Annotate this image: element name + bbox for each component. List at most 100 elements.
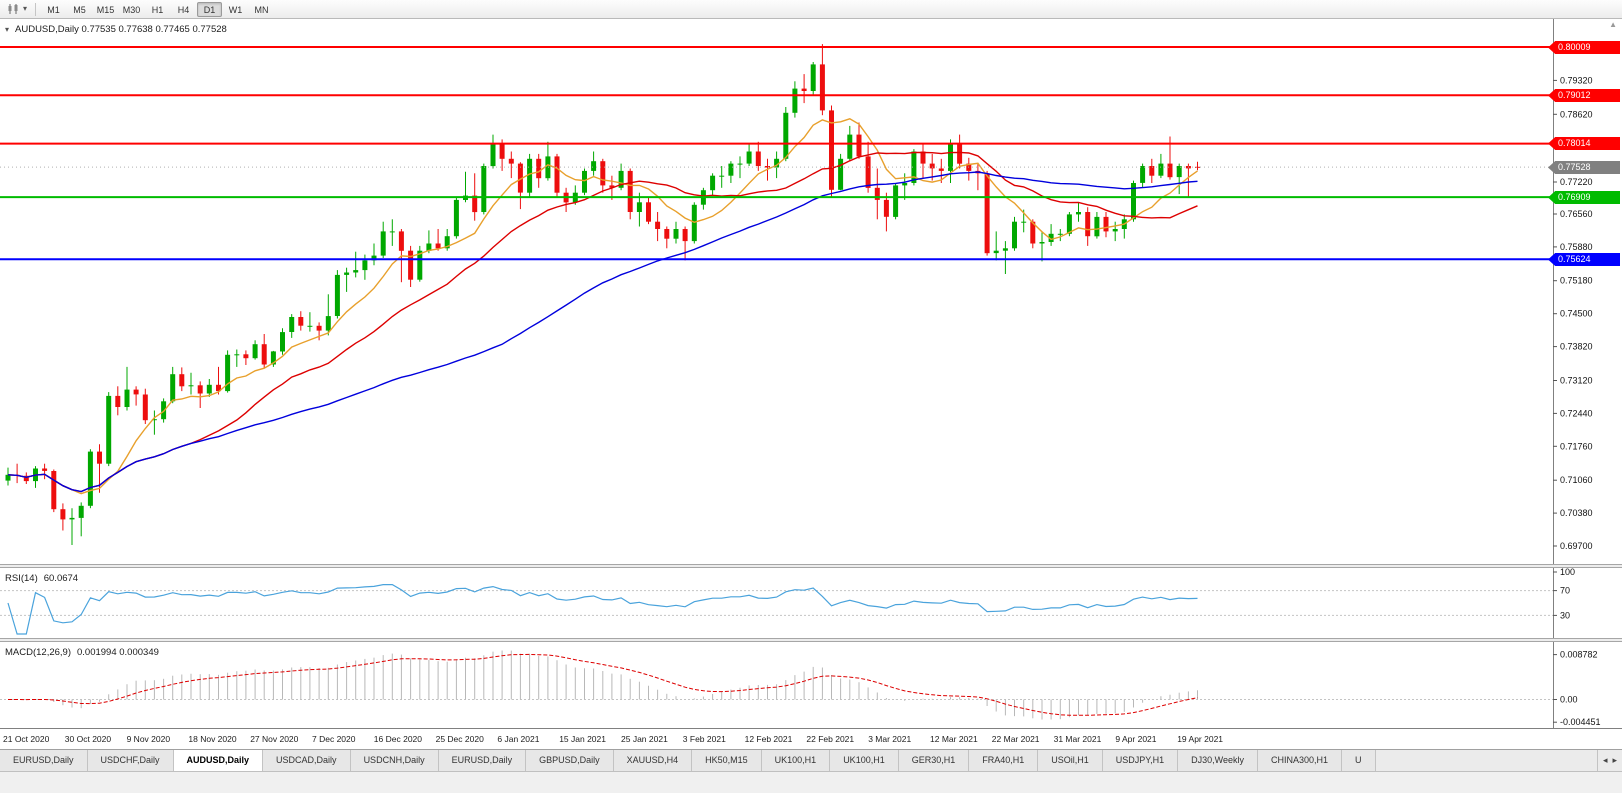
svg-text:0.75180: 0.75180 — [1560, 276, 1593, 286]
date-label: 19 Apr 2021 — [1177, 734, 1224, 744]
pane-divider-1[interactable] — [0, 564, 1622, 568]
chart-tab-hk50-m15[interactable]: HK50,M15 — [692, 750, 762, 771]
date-label: 22 Feb 2021 — [806, 734, 855, 744]
time-axis[interactable]: 21 Oct 2020 30 Oct 2020 9 Nov 2020 18 Nov 2… — [0, 728, 1622, 749]
chart-tab-audusd-daily[interactable]: AUDUSD,Daily — [173, 750, 264, 771]
svg-text:100: 100 — [1560, 568, 1575, 577]
svg-text:0.75880: 0.75880 — [1560, 242, 1593, 252]
macd-values: 0.001994 0.000349 — [77, 647, 159, 658]
date-label: 9 Nov 2020 — [126, 734, 171, 744]
chart-type-button[interactable]: ▾ — [4, 2, 30, 16]
rsi-name: RSI(14) — [5, 573, 38, 584]
price-line-badge-2: 0.79012 — [1548, 89, 1620, 102]
chart-tab-uk100-h1[interactable]: UK100,H1 — [761, 750, 831, 771]
timeframe-button-m1[interactable]: M1 — [47, 4, 60, 15]
date-label: 25 Dec 2020 — [435, 734, 484, 744]
chart-tab-xauusd-h4[interactable]: XAUUSD,H4 — [613, 750, 693, 771]
macd-pane[interactable]: 0.008782 0.00 -0.004451 MACD(12,26,9) 0.00… — [0, 642, 1622, 728]
chart-tab-fra40-h1[interactable]: FRA40,H1 — [969, 750, 1039, 771]
date-label: 9 Apr 2021 — [1115, 734, 1157, 744]
chart-ohlc-readout: ▾ AUDUSD,Daily 0.77535 0.77638 0.77465 0… — [5, 24, 227, 35]
chart-tab-uk100-h1[interactable]: UK100,H1 — [830, 750, 899, 771]
price-line-badge-3: 0.78014 — [1548, 137, 1620, 150]
svg-text:0.79320: 0.79320 — [1560, 75, 1593, 85]
pane-divider-2[interactable] — [0, 638, 1622, 642]
axis-scroll-up-icon[interactable]: ▲ — [1609, 20, 1617, 29]
main-chart-canvas[interactable]: 0.79320 0.78620 0.77220 0.76560 0.75880 0.751… — [0, 19, 1622, 564]
date-label: 16 Dec 2020 — [373, 734, 422, 744]
chart-tab-usdchf-daily[interactable]: USDCHF,Daily — [87, 750, 174, 771]
date-label: 3 Mar 2021 — [868, 734, 912, 744]
price-line-badge-5: 0.75624 — [1548, 253, 1620, 266]
macd-indicator-label: MACD(12,26,9) 0.001994 0.000349 — [5, 647, 159, 658]
macd-canvas[interactable]: 0.008782 0.00 -0.004451 — [0, 642, 1622, 728]
svg-text:0.69700: 0.69700 — [1560, 541, 1593, 551]
tab-scroll-right-icon[interactable]: ▸ — [1612, 755, 1617, 765]
chart-collapse-icon[interactable]: ▾ — [5, 24, 10, 34]
date-label: 30 Oct 2020 — [64, 734, 112, 744]
date-label: 12 Mar 2021 — [930, 734, 978, 744]
chart-tab-ger30-h1[interactable]: GER30,H1 — [898, 750, 970, 771]
timeframe-button-mn[interactable]: MN — [254, 4, 269, 15]
svg-text:0.77220: 0.77220 — [1560, 177, 1593, 187]
date-label: 18 Nov 2020 — [188, 734, 237, 744]
timeframe-button-m5[interactable]: M5 — [73, 4, 86, 15]
date-label: 21 Oct 2020 — [3, 734, 50, 744]
chart-tab-eurusd-daily[interactable]: EURUSD,Daily — [438, 750, 527, 771]
chevron-down-icon: ▾ — [23, 4, 28, 13]
chart-tabs-bar: EURUSD,Daily USDCHF,Daily AUDUSD,Daily USDC… — [0, 749, 1622, 771]
date-label: 27 Nov 2020 — [250, 734, 299, 744]
rsi-pane[interactable]: 100 70 30 RSI(14) 60.0674 — [0, 568, 1622, 638]
status-bar — [0, 771, 1622, 793]
date-label: 22 Mar 2021 — [991, 734, 1040, 744]
chart-tab-dj30-weekly[interactable]: DJ30,Weekly — [1178, 750, 1259, 771]
date-label: 12 Feb 2021 — [744, 734, 793, 744]
chart-tab-china300-h1[interactable]: CHINA300,H1 — [1258, 750, 1343, 771]
candlestick-chart-icon — [8, 4, 18, 14]
timeframe-button-h4[interactable]: H4 — [177, 4, 190, 15]
svg-text:30: 30 — [1560, 610, 1570, 620]
date-label: 7 Dec 2020 — [312, 734, 356, 744]
chart-tab-usdjpy-h1[interactable]: USDJPY,H1 — [1102, 750, 1179, 771]
rsi-value: 60.0674 — [43, 573, 79, 584]
chart-title-text: AUDUSD,Daily 0.77535 0.77638 0.77465 0.7… — [15, 24, 227, 35]
svg-text:0.73820: 0.73820 — [1560, 342, 1593, 352]
svg-text:0.70380: 0.70380 — [1560, 508, 1593, 518]
chart-tab-usdcnh-daily[interactable]: USDCNH,Daily — [350, 750, 439, 771]
main-chart-pane[interactable]: 0.79320 0.78620 0.77220 0.76560 0.75880 0.751… — [0, 19, 1622, 564]
svg-text:0.73120: 0.73120 — [1560, 376, 1593, 386]
svg-text:0.72440: 0.72440 — [1560, 408, 1593, 418]
timeframe-group: M1 M5 M15 M30 H1 H4 D1 W1 MN — [41, 1, 274, 17]
svg-text:0.00: 0.00 — [1560, 695, 1578, 705]
date-label: 6 Jan 2021 — [497, 734, 540, 744]
svg-text:0.71760: 0.71760 — [1560, 441, 1593, 451]
svg-text:0.76560: 0.76560 — [1560, 209, 1593, 219]
toolbar-separator — [35, 2, 37, 16]
chart-tab-eurusd-daily[interactable]: EURUSD,Daily — [0, 750, 88, 771]
bid-price-badge: 0.77528 — [1548, 161, 1620, 174]
timeframe-button-m30[interactable]: M30 — [122, 4, 141, 15]
chart-tab-usdcad-daily[interactable]: USDCAD,Daily — [263, 750, 351, 771]
rsi-indicator-label: RSI(14) 60.0674 — [5, 573, 78, 584]
svg-text:0.74500: 0.74500 — [1560, 309, 1593, 319]
price-line-badge-4: 0.76909 — [1548, 191, 1620, 204]
date-label: 3 Feb 2021 — [682, 734, 726, 744]
timeframe-button-d1[interactable]: D1 — [197, 1, 223, 17]
timeframe-button-h1[interactable]: H1 — [151, 4, 164, 15]
date-label: 15 Jan 2021 — [559, 734, 606, 744]
svg-text:70: 70 — [1560, 586, 1570, 596]
date-label: 31 Mar 2021 — [1053, 734, 1102, 744]
chart-tab-gbpusd-daily[interactable]: GBPUSD,Daily — [526, 750, 614, 771]
tab-scroll-left-icon[interactable]: ◂ — [1602, 755, 1608, 765]
price-line-badge-1: 0.80009 — [1548, 41, 1620, 54]
rsi-canvas[interactable]: 100 70 30 — [0, 568, 1622, 638]
chart-tab-usoil-h1[interactable]: USOil,H1 — [1038, 750, 1103, 771]
timeframe-button-m15[interactable]: M15 — [96, 4, 115, 15]
chart-tab-u[interactable]: U — [1342, 750, 1376, 771]
svg-text:-0.004451: -0.004451 — [1560, 717, 1601, 727]
toolbar: ▾ M1 M5 M15 M30 H1 H4 D1 W1 MN — [0, 0, 1622, 19]
macd-name: MACD(12,26,9) — [5, 647, 71, 658]
svg-text:0.78620: 0.78620 — [1560, 109, 1593, 119]
svg-text:0.71060: 0.71060 — [1560, 475, 1593, 485]
timeframe-button-w1[interactable]: W1 — [228, 4, 243, 15]
